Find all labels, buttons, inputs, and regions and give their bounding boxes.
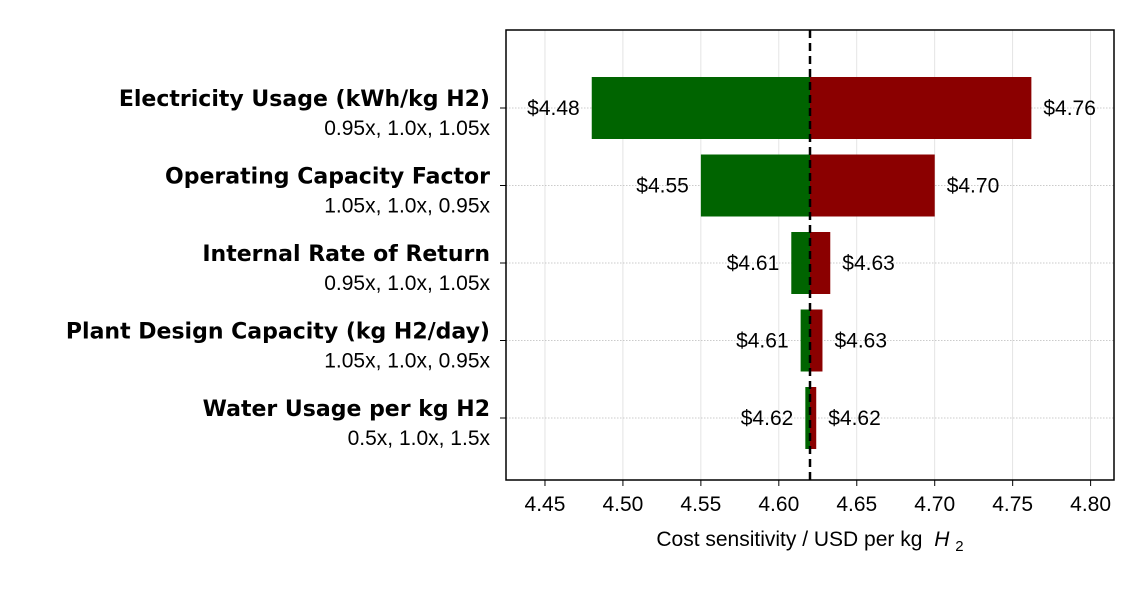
x-tick-label: 4.65 xyxy=(836,493,877,516)
bar-high-value-label: $4.62 xyxy=(828,407,881,430)
bar-high xyxy=(810,309,823,372)
x-axis-title: Cost sensitivity / USD per kg H 2 xyxy=(656,528,963,555)
category-multipliers-label: 0.95x, 1.0x, 1.05x xyxy=(324,117,490,140)
bar-low-value-label: $4.55 xyxy=(636,175,689,198)
bar-value-labels: $4.48 $4.76 $4.55 $4.70 $4.61 $4.63 $4.61 $4.63… xyxy=(527,97,1096,430)
category-label: Operating Capacity Factor xyxy=(165,165,490,190)
bar-low xyxy=(791,232,810,294)
x-axis-title-subscript: 2 xyxy=(955,538,963,555)
bar-low xyxy=(805,387,810,449)
y-axis: Electricity Usage (kWh/kg H2) 0.95x, 1.0x… xyxy=(66,87,506,450)
category-label: Electricity Usage (kWh/kg H2) xyxy=(119,87,490,112)
x-tick-label: 4.50 xyxy=(602,493,643,516)
x-tick-label: 4.75 xyxy=(992,493,1033,516)
bars xyxy=(591,77,1032,449)
category-multipliers-label: 0.95x, 1.0x, 1.05x xyxy=(324,272,490,295)
category-multipliers-label: 1.05x, 1.0x, 0.95x xyxy=(324,350,490,373)
x-tick-label: 4.60 xyxy=(758,493,799,516)
bar-high-value-label: $4.63 xyxy=(834,330,887,353)
category-label: Water Usage per kg H2 xyxy=(203,397,490,422)
bar-low-value-label: $4.61 xyxy=(736,330,789,353)
x-axis-title-symbol: H xyxy=(934,528,950,551)
bar-low xyxy=(700,154,810,217)
category-label: Plant Design Capacity (kg H2/day) xyxy=(66,320,490,345)
bar-high-value-label: $4.70 xyxy=(947,175,1000,198)
bar-low xyxy=(800,309,810,372)
x-axis: 4.45 4.50 4.55 4.60 4.65 4.70 4.75 4.80 xyxy=(525,480,1111,516)
category-label: Internal Rate of Return xyxy=(202,242,490,267)
bar-low-value-label: $4.61 xyxy=(727,252,780,275)
x-tick-label: 4.80 xyxy=(1070,493,1111,516)
bar-high xyxy=(810,154,935,217)
x-axis-title-text: Cost sensitivity / USD per kg xyxy=(656,528,922,551)
bar-high-value-label: $4.63 xyxy=(842,252,895,275)
plot-frame xyxy=(505,29,1115,481)
bar-high xyxy=(810,387,817,449)
bar-low-value-label: $4.62 xyxy=(741,407,794,430)
bar-low xyxy=(591,77,810,139)
x-tick-label: 4.45 xyxy=(525,493,566,516)
category-multipliers-label: 0.5x, 1.0x, 1.5x xyxy=(348,427,491,450)
bar-low-value-label: $4.48 xyxy=(527,97,580,120)
x-tick-label: 4.70 xyxy=(914,493,955,516)
x-tick-label: 4.55 xyxy=(680,493,721,516)
bar-high xyxy=(810,232,831,294)
bar-high xyxy=(810,77,1032,139)
category-multipliers-label: 1.05x, 1.0x, 0.95x xyxy=(324,195,490,218)
bar-high-value-label: $4.76 xyxy=(1043,97,1096,120)
